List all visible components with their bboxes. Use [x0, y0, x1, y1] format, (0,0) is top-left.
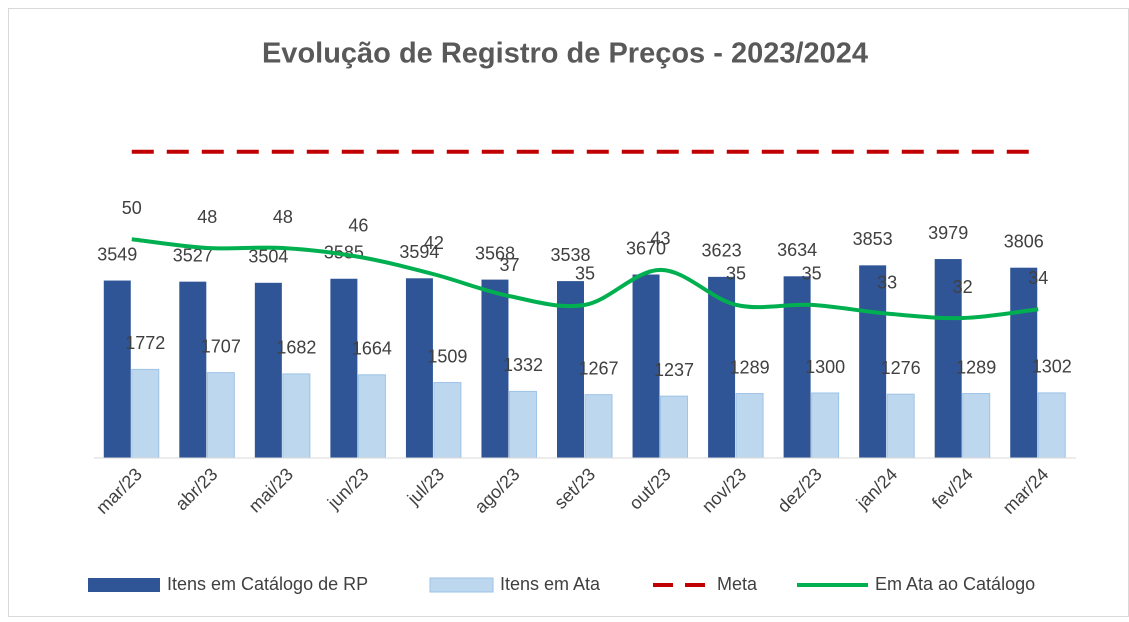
bar: [433, 382, 462, 459]
bar: [330, 278, 358, 458]
data-label: 3549: [97, 244, 137, 264]
line-label: 34: [1028, 268, 1048, 288]
bar: [632, 274, 660, 458]
bar: [962, 393, 991, 459]
bar: [254, 282, 282, 458]
data-label: 1276: [881, 358, 921, 378]
bar: [357, 374, 386, 459]
bar: [508, 390, 537, 459]
bar: [584, 394, 613, 459]
line-label: 46: [348, 216, 368, 236]
line-label: 43: [651, 229, 671, 249]
bar: [859, 265, 887, 458]
bar: [557, 281, 584, 458]
bar: [1010, 267, 1038, 458]
bar: [405, 278, 433, 458]
data-label: 3594: [399, 242, 439, 262]
data-label: 3634: [777, 240, 817, 260]
bar: [481, 279, 509, 458]
legend-label: Meta: [717, 574, 758, 594]
legend-label: Itens em Catálogo de RP: [167, 574, 368, 594]
data-label: 1237: [654, 360, 694, 380]
bar: [282, 373, 311, 459]
data-label: 3623: [702, 241, 742, 261]
data-label: 3504: [248, 247, 288, 267]
legend-label: Itens em Ata: [500, 574, 601, 594]
data-label: 3538: [550, 245, 590, 265]
data-label: 3670: [626, 238, 666, 258]
line-label: 48: [197, 207, 217, 227]
bar: [735, 393, 764, 459]
line-label: 35: [726, 264, 746, 284]
line-label: 37: [499, 255, 519, 275]
data-label: 1664: [352, 339, 392, 359]
line-label: 32: [953, 277, 973, 297]
bar: [1037, 392, 1066, 459]
line-label: 35: [802, 264, 822, 284]
legend-swatch: [88, 578, 160, 592]
data-label: 3527: [173, 245, 213, 265]
data-label: 3979: [928, 223, 968, 243]
data-label: 1267: [578, 358, 618, 378]
legend-swatch: [429, 577, 494, 593]
bar: [886, 393, 915, 459]
legend-label: Em Ata ao Catálogo: [875, 574, 1035, 594]
data-label: 3806: [1004, 231, 1044, 251]
line-label: 48: [273, 207, 293, 227]
data-label: 1300: [805, 357, 845, 377]
data-label: 1707: [201, 336, 241, 356]
bar: [131, 368, 160, 459]
bar: [103, 280, 131, 458]
line-label: 33: [877, 272, 897, 292]
line-label: 42: [424, 233, 444, 253]
data-label: 1289: [956, 357, 996, 377]
data-label: 1332: [503, 355, 543, 375]
line-label: 50: [122, 198, 142, 218]
data-label: 1509: [427, 346, 467, 366]
ratio-line: [131, 237, 1039, 321]
data-label: 3853: [853, 229, 893, 249]
bar: [179, 281, 207, 458]
data-label: 3568: [475, 243, 515, 263]
data-label: 1302: [1032, 357, 1072, 377]
data-label: 1289: [730, 357, 770, 377]
bar: [934, 259, 962, 458]
bar: [708, 276, 736, 458]
chart-title: Evolução de Registro de Preços - 2023/20…: [262, 38, 868, 70]
bar: [206, 372, 235, 459]
data-label: 1772: [125, 333, 165, 353]
bar: [660, 395, 689, 459]
line-label: 35: [575, 264, 595, 284]
data-label: 1682: [276, 338, 316, 358]
bar: [811, 392, 840, 459]
